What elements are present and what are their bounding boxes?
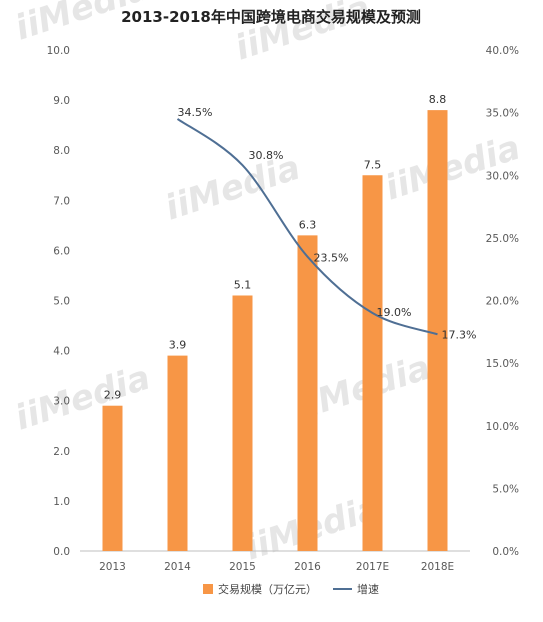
bar-data-label: 2.9 — [104, 389, 122, 402]
y-right-tick-label: 20.0% — [486, 296, 519, 308]
y-left-tick-label: 7.0 — [53, 195, 70, 207]
line-series: 34.5% 30.8% 23.5% 19.0% 17.3% — [176, 106, 477, 341]
y-left-tick-label: 1.0 — [53, 496, 70, 508]
y-right-tick-label: 25.0% — [486, 233, 519, 245]
y-right-tick-label: 0.0% — [492, 546, 519, 558]
y-right-tick-label: 15.0% — [486, 358, 519, 370]
y-left-tick-label: 3.0 — [53, 396, 70, 408]
bar-data-label: 7.5 — [364, 158, 382, 171]
line-data-label: 19.0% — [377, 306, 412, 319]
bar-data-label: 8.8 — [429, 93, 447, 106]
line-data-label: 23.5% — [314, 252, 349, 265]
y-right-tick-label: 35.0% — [486, 108, 519, 120]
x-tick-label: 2018E — [421, 561, 454, 573]
bar-data-label: 3.9 — [169, 339, 187, 352]
bar — [427, 110, 448, 552]
y-left-tick-label: 8.0 — [53, 145, 70, 157]
y-right-tick-label: 10.0% — [486, 421, 519, 433]
bar — [102, 405, 123, 551]
y-right-tick-label: 30.0% — [486, 170, 519, 182]
y-left-tick-label: 0.0 — [53, 546, 70, 558]
legend-bar-swatch — [203, 584, 213, 594]
bar — [167, 355, 188, 551]
y-left-tick-label: 6.0 — [53, 245, 70, 257]
legend: 交易规模（万亿元） 增速 — [203, 582, 379, 596]
y-left-tick-label: 9.0 — [53, 95, 70, 107]
x-tick-label: 2013 — [99, 561, 126, 573]
bar-data-label: 6.3 — [299, 218, 317, 231]
y-right-tick-label: 40.0% — [486, 45, 519, 57]
y-right-tick-label: 5.0% — [492, 483, 519, 495]
y-left-tick-label: 10.0 — [47, 45, 70, 57]
watermark-text: iiMedia — [380, 128, 525, 209]
line-data-label: 30.8% — [249, 149, 284, 162]
line-data-label: 34.5% — [178, 106, 213, 119]
bar — [297, 235, 318, 551]
x-tick-label: 2015 — [229, 561, 256, 573]
watermark-text: iiMedia — [10, 358, 155, 439]
x-tick-label: 2014 — [164, 561, 191, 573]
x-tick-label: 2017E — [356, 561, 389, 573]
x-tick-label: 2016 — [294, 561, 321, 573]
bar-series: 2.9 3.9 5.1 6.3 7.5 8.8 — [102, 93, 448, 552]
y-left-tick-label: 2.0 — [53, 446, 70, 458]
chart-title: 2013-2018年中国跨境电商交易规模及预测 — [121, 8, 421, 26]
growth-line — [176, 118, 438, 336]
watermark-layer: iiMediaiiMediaiiMediaiiMediaiiMediaiiMed… — [10, 0, 525, 569]
bar — [362, 175, 383, 551]
bar-data-label: 5.1 — [234, 278, 252, 291]
axes: 0.0 1.0 2.0 3.0 4.0 5.0 6.0 7.0 8.0 9.0 10.0 0.0% 5.… — [47, 45, 519, 573]
bar — [232, 295, 253, 551]
y-left-tick-label: 5.0 — [53, 296, 70, 308]
y-left-tick-label: 4.0 — [53, 346, 70, 358]
line-data-label: 17.3% — [442, 328, 477, 341]
legend-line-label: 增速 — [357, 582, 379, 596]
legend-bar-label: 交易规模（万亿元） — [218, 582, 317, 596]
